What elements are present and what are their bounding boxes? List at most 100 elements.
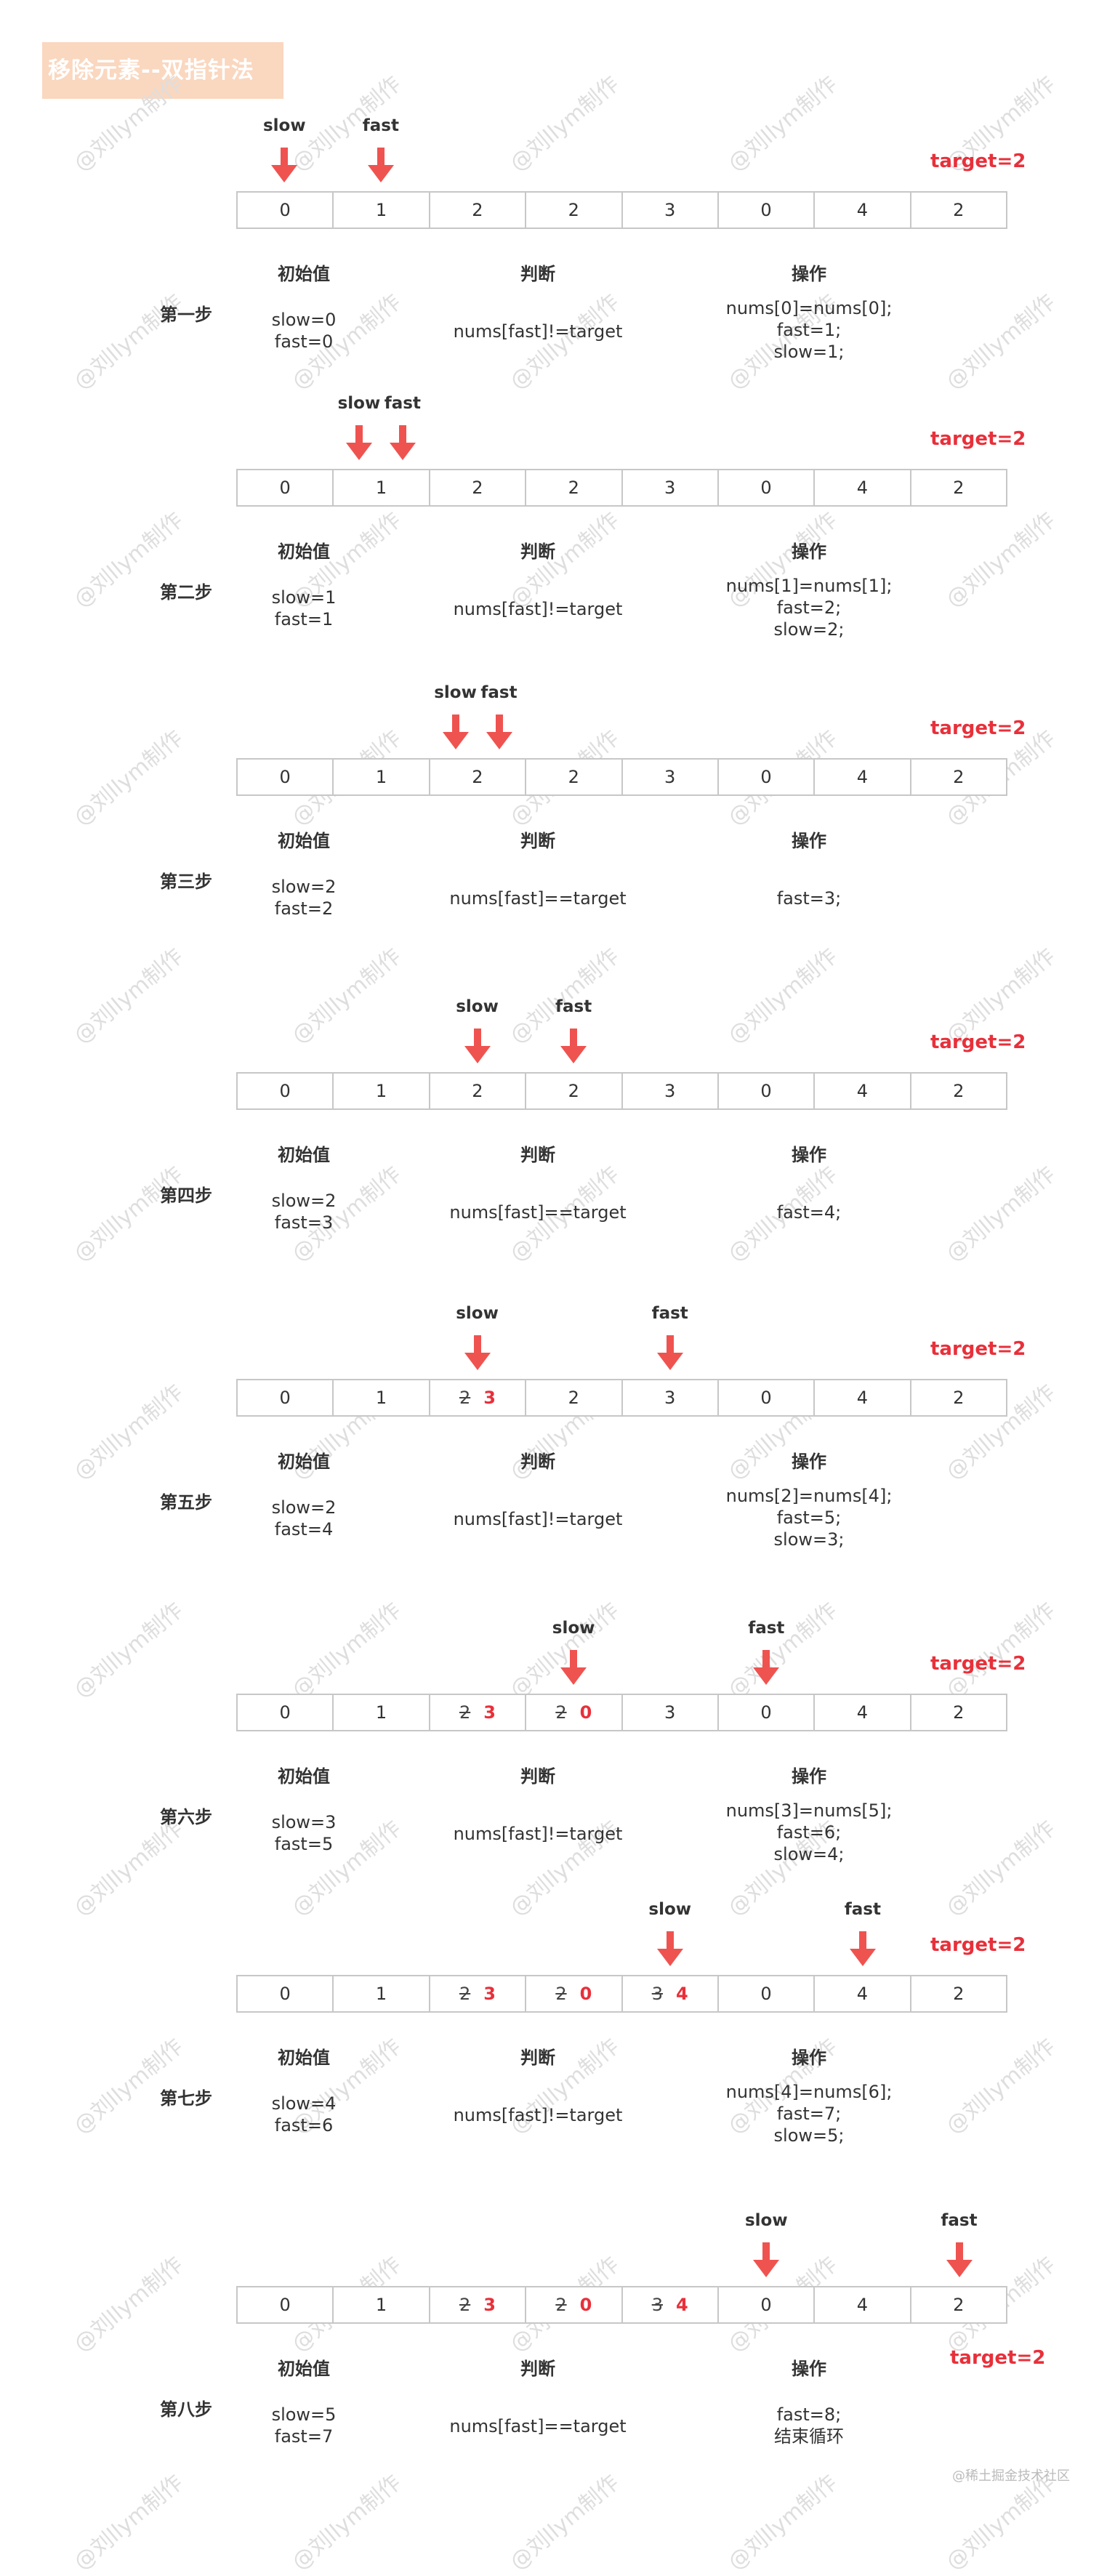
fast-pointer-arrow-icon [486,715,512,749]
cell-value: 2 [953,1702,965,1723]
cell-value: 0 [279,1702,291,1723]
slow-pointer-label: slow [434,683,477,702]
array-cell: 1 [332,1695,428,1730]
new-value: 0 [579,2295,592,2315]
target-label: target=2 [930,428,1026,450]
init-header: 初始值 [278,542,330,562]
array-cell: 0 [717,1976,813,2011]
slow-pointer-arrow-icon [464,1029,491,1063]
watermark-text: @刘llym制作 [505,1598,624,1703]
op-line: slow=1; [773,342,845,362]
cell-value: 4 [856,767,869,787]
watermark-text: @刘llym制作 [723,943,842,1049]
old-value: 2 [459,1388,471,1408]
new-value: 3 [483,1388,496,1408]
cell-value: 4 [856,478,869,498]
cell-value: 3 [664,1702,676,1723]
cell-value: 0 [760,1388,772,1408]
target-label: target=2 [930,717,1026,739]
array-cell: 2 [525,470,621,505]
watermark-text: @刘llym制作 [723,1598,842,1703]
operation-lines: nums[1]=nums[1]; fast=2; slow=2; [726,575,893,640]
array-cell: 0 [717,1074,813,1108]
cell-value: 0 [279,767,291,787]
array-cell: 2 [909,1380,1007,1415]
fast-pointer-arrow-icon [753,1650,780,1685]
cell-value: 0 [760,1702,772,1723]
array-cell: 0 [717,2287,813,2322]
init-line: fast=3 [274,1212,334,1233]
new-value: 3 [483,2295,496,2315]
operation-lines: nums[4]=nums[6]; fast=7; slow=5; [726,2081,893,2146]
watermark-text: @刘llym制作 [287,1598,406,1703]
array-cell: 0 [236,1380,332,1415]
watermark-text: @刘llym制作 [69,943,188,1049]
operation-lines: nums[2]=nums[4]; fast=5; slow=3; [726,1485,893,1550]
new-value: 0 [579,1984,592,2004]
new-value: 3 [483,1984,496,2004]
array-cell: 3 [621,760,717,794]
footer-watermark: @稀土掘金技术社区 [952,2468,1070,2484]
array-row: 0 1 2 2 3 0 4 2 [236,191,1007,229]
cell-value: 2 [953,1081,965,1101]
init-line: slow=2 [271,1191,337,1211]
cell-value: 3 [664,478,676,498]
cell-value: 1 [375,767,387,787]
old-value: 2 [555,1702,567,1723]
array-cell: 0 [717,760,813,794]
cell-value: 0 [760,2295,772,2315]
array-cell: 1 [332,760,428,794]
cell-value: 1 [375,1081,387,1101]
slow-pointer-arrow-icon [560,1650,587,1685]
init-values: slow=5 fast=7 [272,2404,337,2447]
slow-pointer-label: slow [337,394,381,413]
new-value: 4 [675,1984,688,2004]
array-cell: 4 [813,193,909,228]
watermark-text: @刘llym制作 [941,289,1060,395]
init-header: 初始值 [278,1766,330,1787]
op-line: fast=3; [776,888,842,909]
array-cell: 3 [621,470,717,505]
cell-value: 4 [856,200,869,220]
fast-pointer-label: fast [480,683,518,702]
cell-value: 1 [375,200,387,220]
op-header: 操作 [792,542,826,562]
op-line: 结束循环 [774,2426,844,2447]
op-header: 操作 [792,2048,826,2068]
array-cell: 2 [525,193,621,228]
array-cell: 1 [332,470,428,505]
init-values: slow=3 fast=5 [272,1811,337,1855]
new-value: 3 [483,1702,496,1723]
fast-pointer-label: fast [844,1900,881,1919]
op-header: 操作 [792,1452,826,1472]
op-header: 操作 [792,1145,826,1165]
fast-pointer-arrow-icon [946,2242,973,2277]
slow-pointer-label: slow [456,1304,499,1323]
slow-pointer-label: slow [262,116,306,135]
watermark-text: @刘llym制作 [505,71,624,177]
watermark-text: @刘llym制作 [69,2470,188,2575]
op-line: nums[1]=nums[1]; [725,576,893,596]
cell-value: 0 [760,1984,772,2004]
cell-value: 2 [472,767,483,787]
operation-lines: fast=3; [777,887,842,909]
new-value: 4 [675,2295,688,2315]
fast-pointer-arrow-icon [367,148,394,182]
cell-value: 2 [953,478,965,498]
target-label: target=2 [930,1934,1026,1956]
old-value: 2 [555,1984,567,2004]
judge-header: 判断 [520,2048,555,2068]
judge-header: 判断 [520,2359,555,2379]
init-values: slow=2 fast=3 [272,1190,337,1233]
init-line: fast=4 [274,1519,334,1539]
watermark-text: @刘llym制作 [287,943,406,1049]
array-cell: 4 [813,470,909,505]
cell-value: 0 [279,1984,291,2004]
cell-value: 4 [856,2295,869,2315]
